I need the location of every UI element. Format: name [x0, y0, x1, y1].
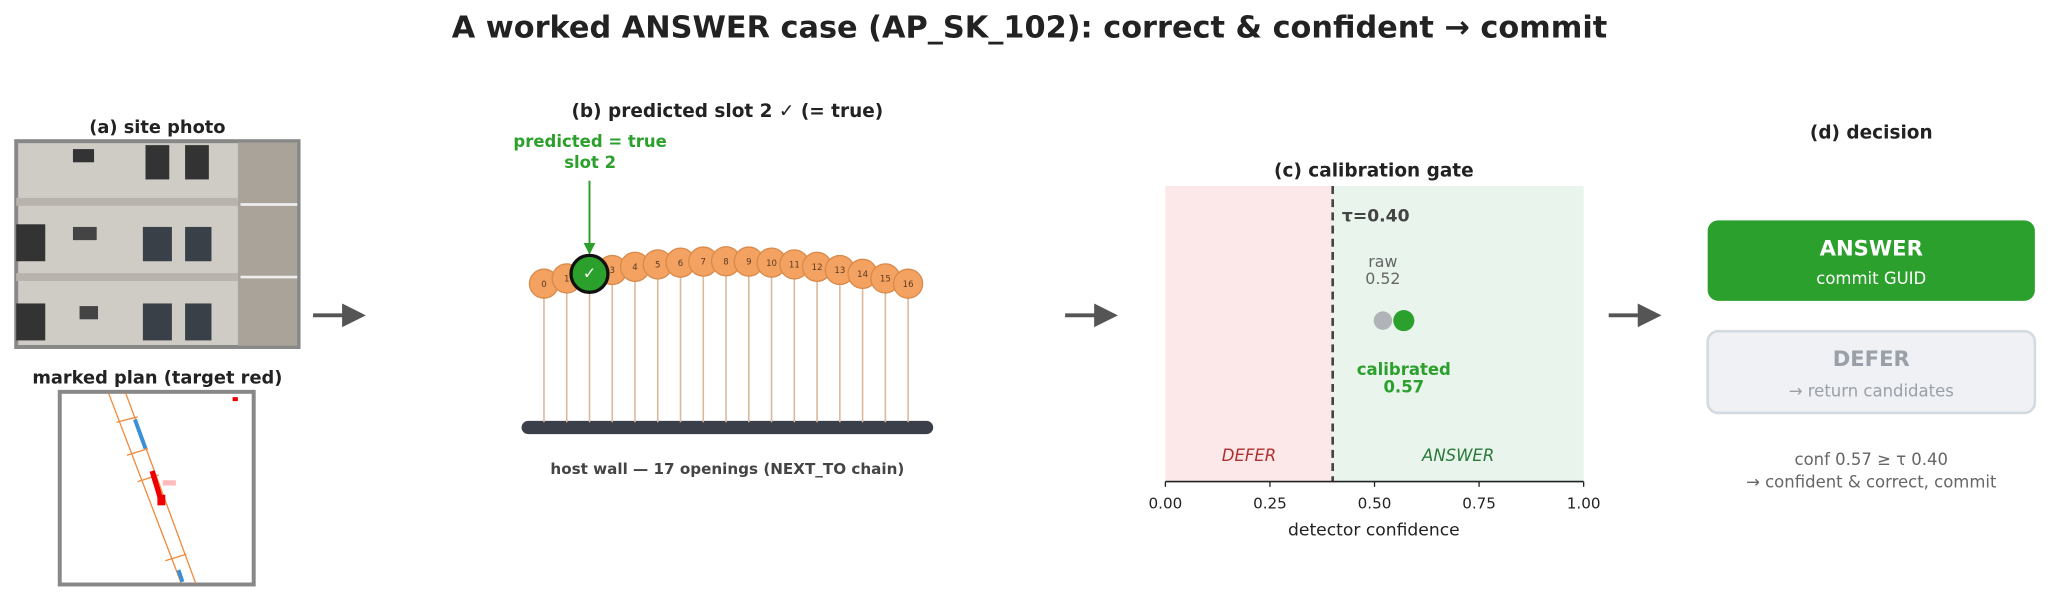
slot-label: 12 — [812, 263, 823, 273]
slot-label: 13 — [834, 266, 845, 276]
region — [1332, 186, 1584, 482]
region-label: DEFER — [1222, 446, 1276, 465]
slot-label: 7 — [701, 258, 706, 268]
caption: host wall — 17 openings (NEXT_TO chain) — [550, 460, 904, 478]
answer-sub: commit GUID — [1816, 269, 1926, 288]
predicted-slot — [569, 253, 610, 294]
raw-point — [1373, 311, 1393, 330]
panel-title: (b) predicted slot 2 ✓ (= true) — [571, 101, 883, 122]
slot-label: 16 — [903, 280, 914, 290]
panel-title: (a) site photo — [89, 117, 225, 138]
slot-label: 6 — [678, 259, 683, 269]
defer-sub: → return candidates — [1789, 381, 1954, 400]
point-name: calibrated — [1357, 360, 1451, 379]
slot-label: 8 — [723, 257, 728, 267]
x-tick-label: 0.00 — [1149, 495, 1183, 513]
slot-label: 0 — [541, 280, 546, 290]
slot-label: 3 — [610, 266, 615, 276]
defer-label: DEFER — [1833, 346, 1910, 371]
panel-title: (c) calibration gate — [1274, 161, 1474, 182]
slot-label: 14 — [857, 270, 868, 280]
slot-label: 4 — [632, 263, 637, 273]
figure-title: A worked ANSWER case (AP_SK_102): correc… — [452, 11, 1608, 46]
annotation: slot 2 — [564, 153, 616, 172]
answer-label: ANSWER — [1820, 235, 1923, 260]
x-tick-label: 0.75 — [1462, 495, 1496, 513]
answer-box — [1707, 220, 2035, 301]
note: conf 0.57 ≥ τ 0.40 — [1795, 450, 1949, 469]
calibrated-point — [1393, 310, 1415, 332]
panel-title: marked plan (target red) — [32, 368, 282, 389]
check-mark: ✓ — [583, 263, 596, 282]
x-tick-label: 0.25 — [1253, 495, 1287, 513]
slot-label: 10 — [766, 259, 777, 269]
annotation: predicted = true — [513, 132, 666, 151]
panel-title: (d) decision — [1810, 122, 1933, 143]
marked-plan — [57, 389, 256, 587]
slot-label: 1 — [564, 275, 569, 285]
region-label: ANSWER — [1421, 446, 1494, 465]
point-value: 0.57 — [1383, 377, 1424, 396]
host-wall — [521, 420, 934, 435]
slot-label: 9 — [746, 258, 751, 268]
x-tick-label: 1.00 — [1567, 495, 1601, 513]
region — [1165, 186, 1333, 482]
point-name: raw — [1368, 252, 1397, 271]
site-photo — [14, 139, 301, 349]
slot-label: 11 — [789, 261, 800, 271]
slot — [892, 268, 924, 299]
x-tick-label: 0.50 — [1358, 495, 1392, 513]
x-axis-label: detector confidence — [1288, 520, 1460, 540]
defer-box — [1706, 329, 2037, 415]
slot-label: 15 — [880, 275, 891, 285]
note: → confident & correct, commit — [1746, 472, 1997, 491]
point-value: 0.52 — [1365, 269, 1400, 288]
slot-label: 5 — [655, 261, 660, 271]
threshold-label: τ=0.40 — [1342, 206, 1410, 226]
